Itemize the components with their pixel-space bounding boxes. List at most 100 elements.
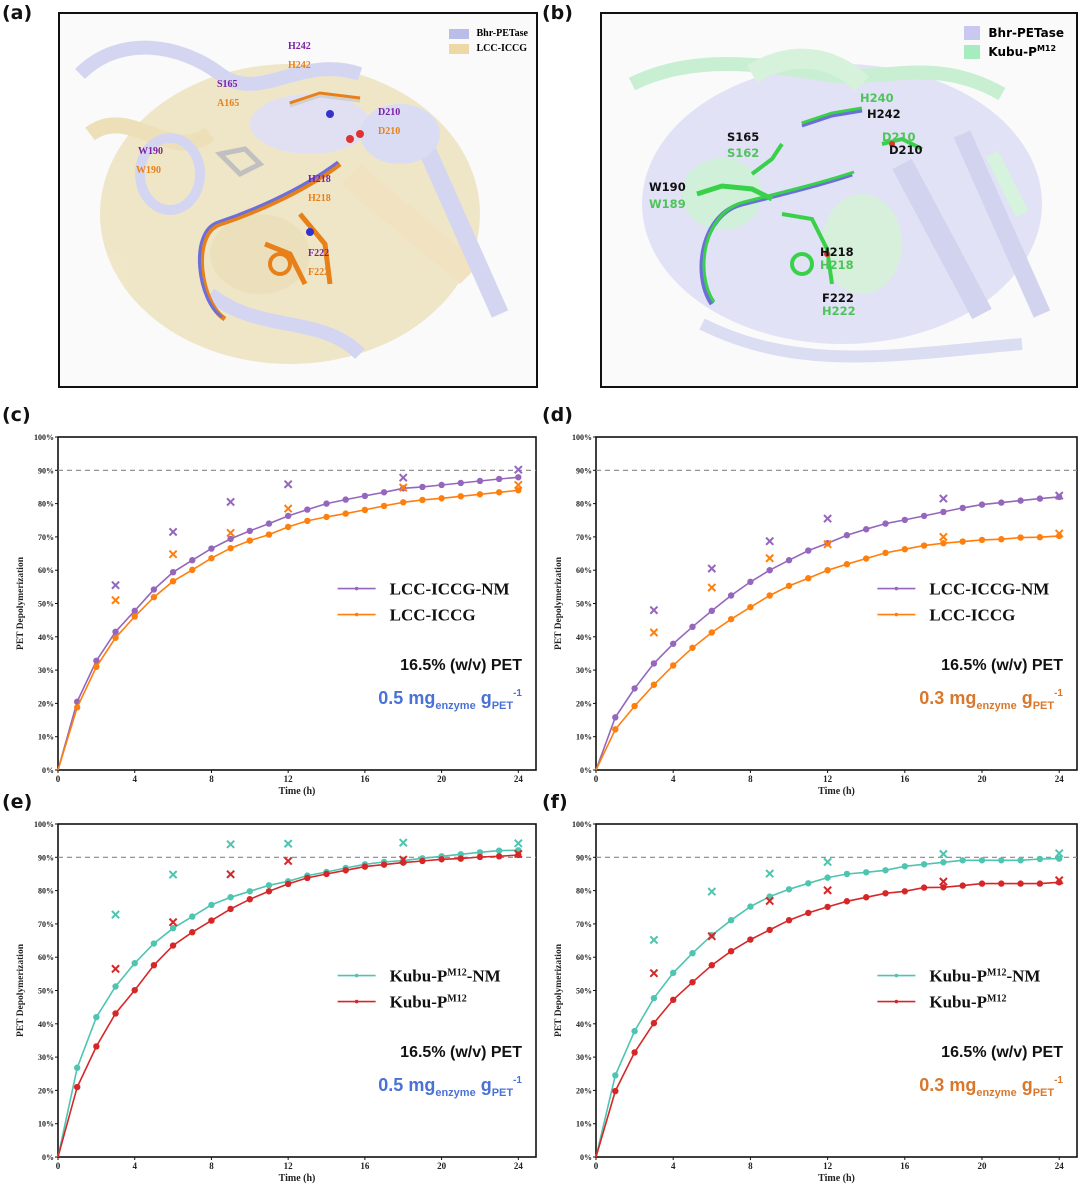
- legend-item-bhr-b: Bhr-PETase: [964, 26, 1064, 40]
- x-tick-label: 8: [748, 774, 753, 784]
- protein-cartoon-a: [75, 40, 509, 364]
- data-point: [246, 888, 253, 895]
- data-point: [342, 496, 349, 503]
- data-point: [805, 547, 812, 554]
- x-tick-label: 20: [978, 1161, 988, 1171]
- x-tick-label: 4: [132, 1161, 137, 1171]
- y-tick-label: 70%: [576, 533, 592, 542]
- x-marker-point: [514, 839, 523, 848]
- data-point: [169, 577, 177, 585]
- data-point: [785, 582, 793, 590]
- data-point: [805, 574, 812, 582]
- y-tick-label: 40%: [576, 633, 592, 642]
- legend-item: Kubu-PM12-NM: [337, 967, 501, 986]
- residue-a-w190-bottom: W190: [136, 165, 161, 176]
- legend-label-lcc: LCC-ICCG: [476, 43, 528, 54]
- x-tick-label: 8: [209, 1161, 214, 1171]
- x-tick-label: 24: [1055, 774, 1065, 784]
- data-point: [400, 499, 407, 506]
- data-point: [495, 489, 503, 496]
- x-tick-label: 24: [1055, 1161, 1065, 1171]
- plot-frame: [595, 436, 1078, 771]
- data-point: [476, 849, 484, 856]
- chart-c: (c) 0% 10% 20% 30% 40% 50% 60% 70% 80% 90% 100% 0 4 8 1…: [2, 404, 537, 797]
- data-point: [882, 520, 889, 527]
- data-point: [208, 917, 215, 924]
- legend-kubu-name: Kubu-P: [988, 45, 1037, 59]
- data-point: [246, 527, 253, 535]
- data-point: [131, 613, 138, 620]
- legend-label: Kubu-PM12-NM: [390, 967, 501, 986]
- data-point: [265, 520, 273, 527]
- annotation-pet-loading: 16.5% (w/v) PET: [941, 1044, 1063, 1061]
- y-tick-label: 50%: [576, 987, 592, 996]
- y-tick-label: 10%: [38, 1120, 54, 1129]
- legend-item: LCC-ICCG-NM: [337, 580, 510, 599]
- data-point: [189, 929, 196, 936]
- data-point: [265, 882, 273, 889]
- y-tick-label: 40%: [38, 633, 54, 642]
- data-point: [959, 538, 966, 545]
- x-marker-point: [226, 497, 235, 507]
- data-point: [650, 994, 658, 1002]
- data-point: [361, 506, 369, 514]
- data-point: [342, 510, 349, 517]
- data-point: [1036, 495, 1044, 502]
- legend-item: Kubu-PM12-NM: [877, 967, 1040, 986]
- x-tick-label: 12: [284, 774, 294, 784]
- x-tick-label: 20: [437, 774, 447, 784]
- data-point: [727, 615, 735, 623]
- data-point: [131, 959, 138, 967]
- y-tick-label: 50%: [38, 987, 54, 996]
- x-marker-point: [765, 896, 775, 906]
- plot-frame: [57, 823, 537, 1158]
- legend-marker: [894, 973, 899, 978]
- data-point: [265, 888, 273, 895]
- data-point: [689, 978, 696, 986]
- data-point: [208, 901, 215, 909]
- data-point: [650, 660, 658, 667]
- x-marker-point: [226, 869, 235, 879]
- y-tick-label: 50%: [38, 600, 54, 609]
- y-tick-label: 90%: [38, 466, 54, 475]
- residue-a-d210-top: D210: [378, 107, 401, 118]
- residue-a-d210-bottom: D210: [378, 126, 401, 137]
- data-point: [805, 909, 812, 917]
- data-point: [227, 905, 234, 913]
- annotation-pet-loading: 16.5% (w/v) PET: [941, 657, 1063, 674]
- data-point: [380, 861, 388, 868]
- x-marker-point: [111, 595, 120, 605]
- data-point: [380, 502, 388, 510]
- panel-a-label: (a): [2, 2, 33, 24]
- legend-item: Kubu-PM12: [877, 993, 1006, 1012]
- data-point: [304, 517, 311, 525]
- residue-b-w189: W189: [649, 197, 686, 211]
- x-marker-point: [823, 514, 832, 523]
- legend-marker: [894, 586, 899, 591]
- chart-d: (d) 0% 10% 20% 30% 40% 50% 60% 70% 80% 90% 100% 0 4 8 1…: [542, 404, 1078, 797]
- data-point: [438, 495, 445, 502]
- data-point: [93, 657, 100, 664]
- x-tick-label: 0: [594, 1161, 599, 1171]
- series-base: [595, 529, 1064, 771]
- data-point: [131, 986, 138, 994]
- y-tick-label: 90%: [38, 853, 54, 862]
- data-point: [920, 861, 928, 868]
- data-point: [785, 886, 793, 893]
- data-point: [612, 714, 619, 721]
- y-tick-label: 0%: [42, 766, 54, 775]
- annotation-pet-loading: 16.5% (w/v) PET: [400, 657, 522, 674]
- data-point: [150, 593, 158, 601]
- y-tick-label: 100%: [572, 820, 592, 829]
- x-tick-label: 12: [823, 774, 833, 784]
- x-marker-point: [283, 839, 293, 848]
- annotation-enzyme-loading: 0.3 mgenzyme gPET-1: [919, 1075, 1063, 1099]
- x-marker-point: [168, 870, 178, 879]
- y-tick-label: 100%: [34, 820, 54, 829]
- data-point: [73, 1064, 81, 1071]
- data-point: [150, 961, 158, 969]
- x-marker-point: [283, 504, 293, 513]
- data-point: [631, 702, 638, 710]
- data-point: [342, 867, 349, 874]
- y-axis-label: PET Depolymerization: [16, 556, 26, 650]
